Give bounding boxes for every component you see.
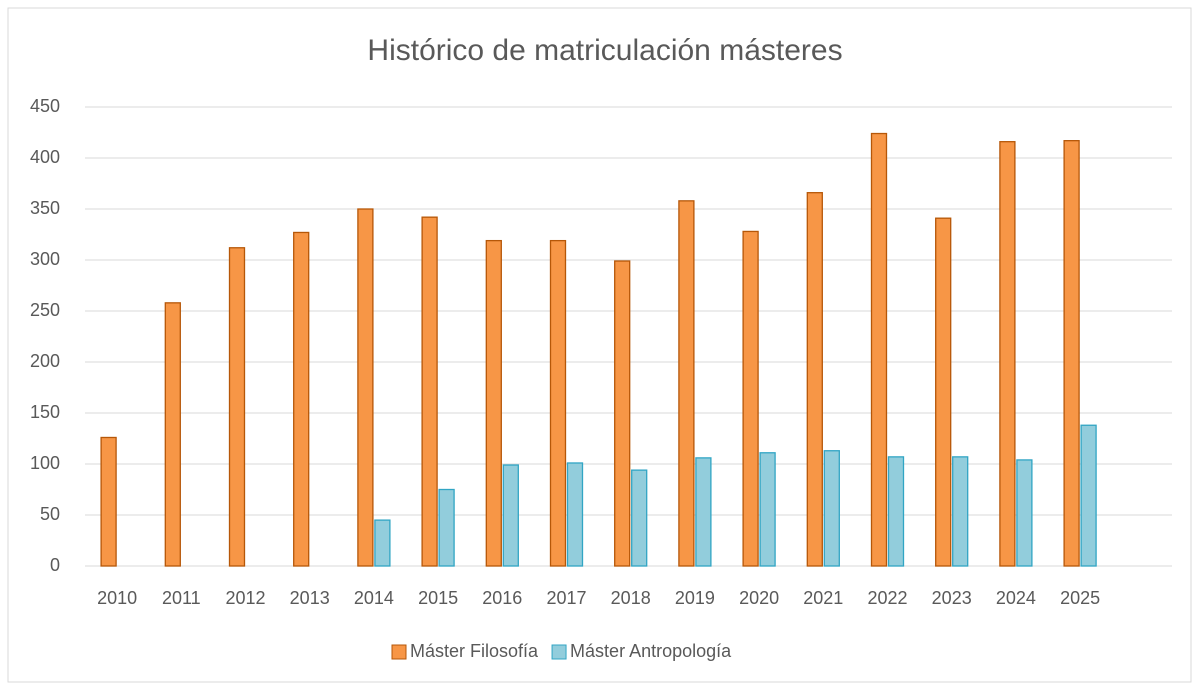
y-tick-label: 300 <box>30 249 60 269</box>
bar <box>870 132 888 567</box>
x-tick-label: 2013 <box>290 588 330 608</box>
bar <box>421 216 438 567</box>
y-tick-label: 250 <box>30 300 60 320</box>
y-tick-label: 0 <box>50 555 60 575</box>
bar <box>357 208 374 567</box>
bar <box>999 141 1016 567</box>
y-tick-label: 200 <box>30 351 60 371</box>
bar <box>742 230 759 567</box>
x-tick-label: 2021 <box>803 588 843 608</box>
bar <box>293 231 310 567</box>
bar <box>1016 459 1033 567</box>
x-tick-label: 2025 <box>1060 588 1100 608</box>
bar <box>502 464 519 567</box>
legend-label: Máster Filosofía <box>410 641 539 661</box>
legend-label: Máster Antropología <box>570 641 732 661</box>
bar <box>100 436 117 567</box>
bar <box>438 488 455 567</box>
x-tick-label: 2020 <box>739 588 779 608</box>
bar <box>566 462 584 567</box>
y-tick-label: 350 <box>30 198 60 218</box>
y-tick-label: 100 <box>30 453 60 473</box>
legend-swatch <box>391 644 407 660</box>
bar <box>631 469 648 567</box>
bar <box>678 200 695 567</box>
y-tick-label: 450 <box>30 96 60 116</box>
bar <box>485 239 502 567</box>
bar <box>228 247 246 567</box>
bar <box>823 450 840 567</box>
bar <box>695 457 712 567</box>
chart-title: Histórico de matriculación másteres <box>367 34 842 67</box>
bar <box>549 239 567 567</box>
y-tick-label: 400 <box>30 147 60 167</box>
x-tick-label: 2014 <box>354 588 394 608</box>
x-tick-label: 2011 <box>162 588 201 608</box>
bar <box>374 519 391 567</box>
x-tick-label: 2010 <box>97 588 137 608</box>
x-tick-label: 2016 <box>482 588 522 608</box>
x-tick-label: 2024 <box>996 588 1036 608</box>
y-tick-label: 150 <box>30 402 60 422</box>
legend-swatch <box>551 644 567 660</box>
bar <box>887 456 905 567</box>
bar <box>1063 140 1080 567</box>
bar <box>759 452 776 567</box>
y-tick-label: 50 <box>40 504 60 524</box>
x-tick-label: 2018 <box>611 588 651 608</box>
bar <box>806 192 823 567</box>
x-tick-label: 2023 <box>932 588 972 608</box>
chart-frame <box>7 7 1192 683</box>
bar <box>1080 424 1097 567</box>
bar <box>614 260 631 567</box>
x-tick-label: 2015 <box>418 588 458 608</box>
x-tick-label: 2012 <box>225 588 265 608</box>
x-tick-label: 2022 <box>867 588 907 608</box>
x-tick-label: 2017 <box>546 588 586 608</box>
bar <box>935 217 952 567</box>
x-tick-label: 2019 <box>675 588 715 608</box>
bar <box>952 456 969 567</box>
bar <box>164 302 181 567</box>
